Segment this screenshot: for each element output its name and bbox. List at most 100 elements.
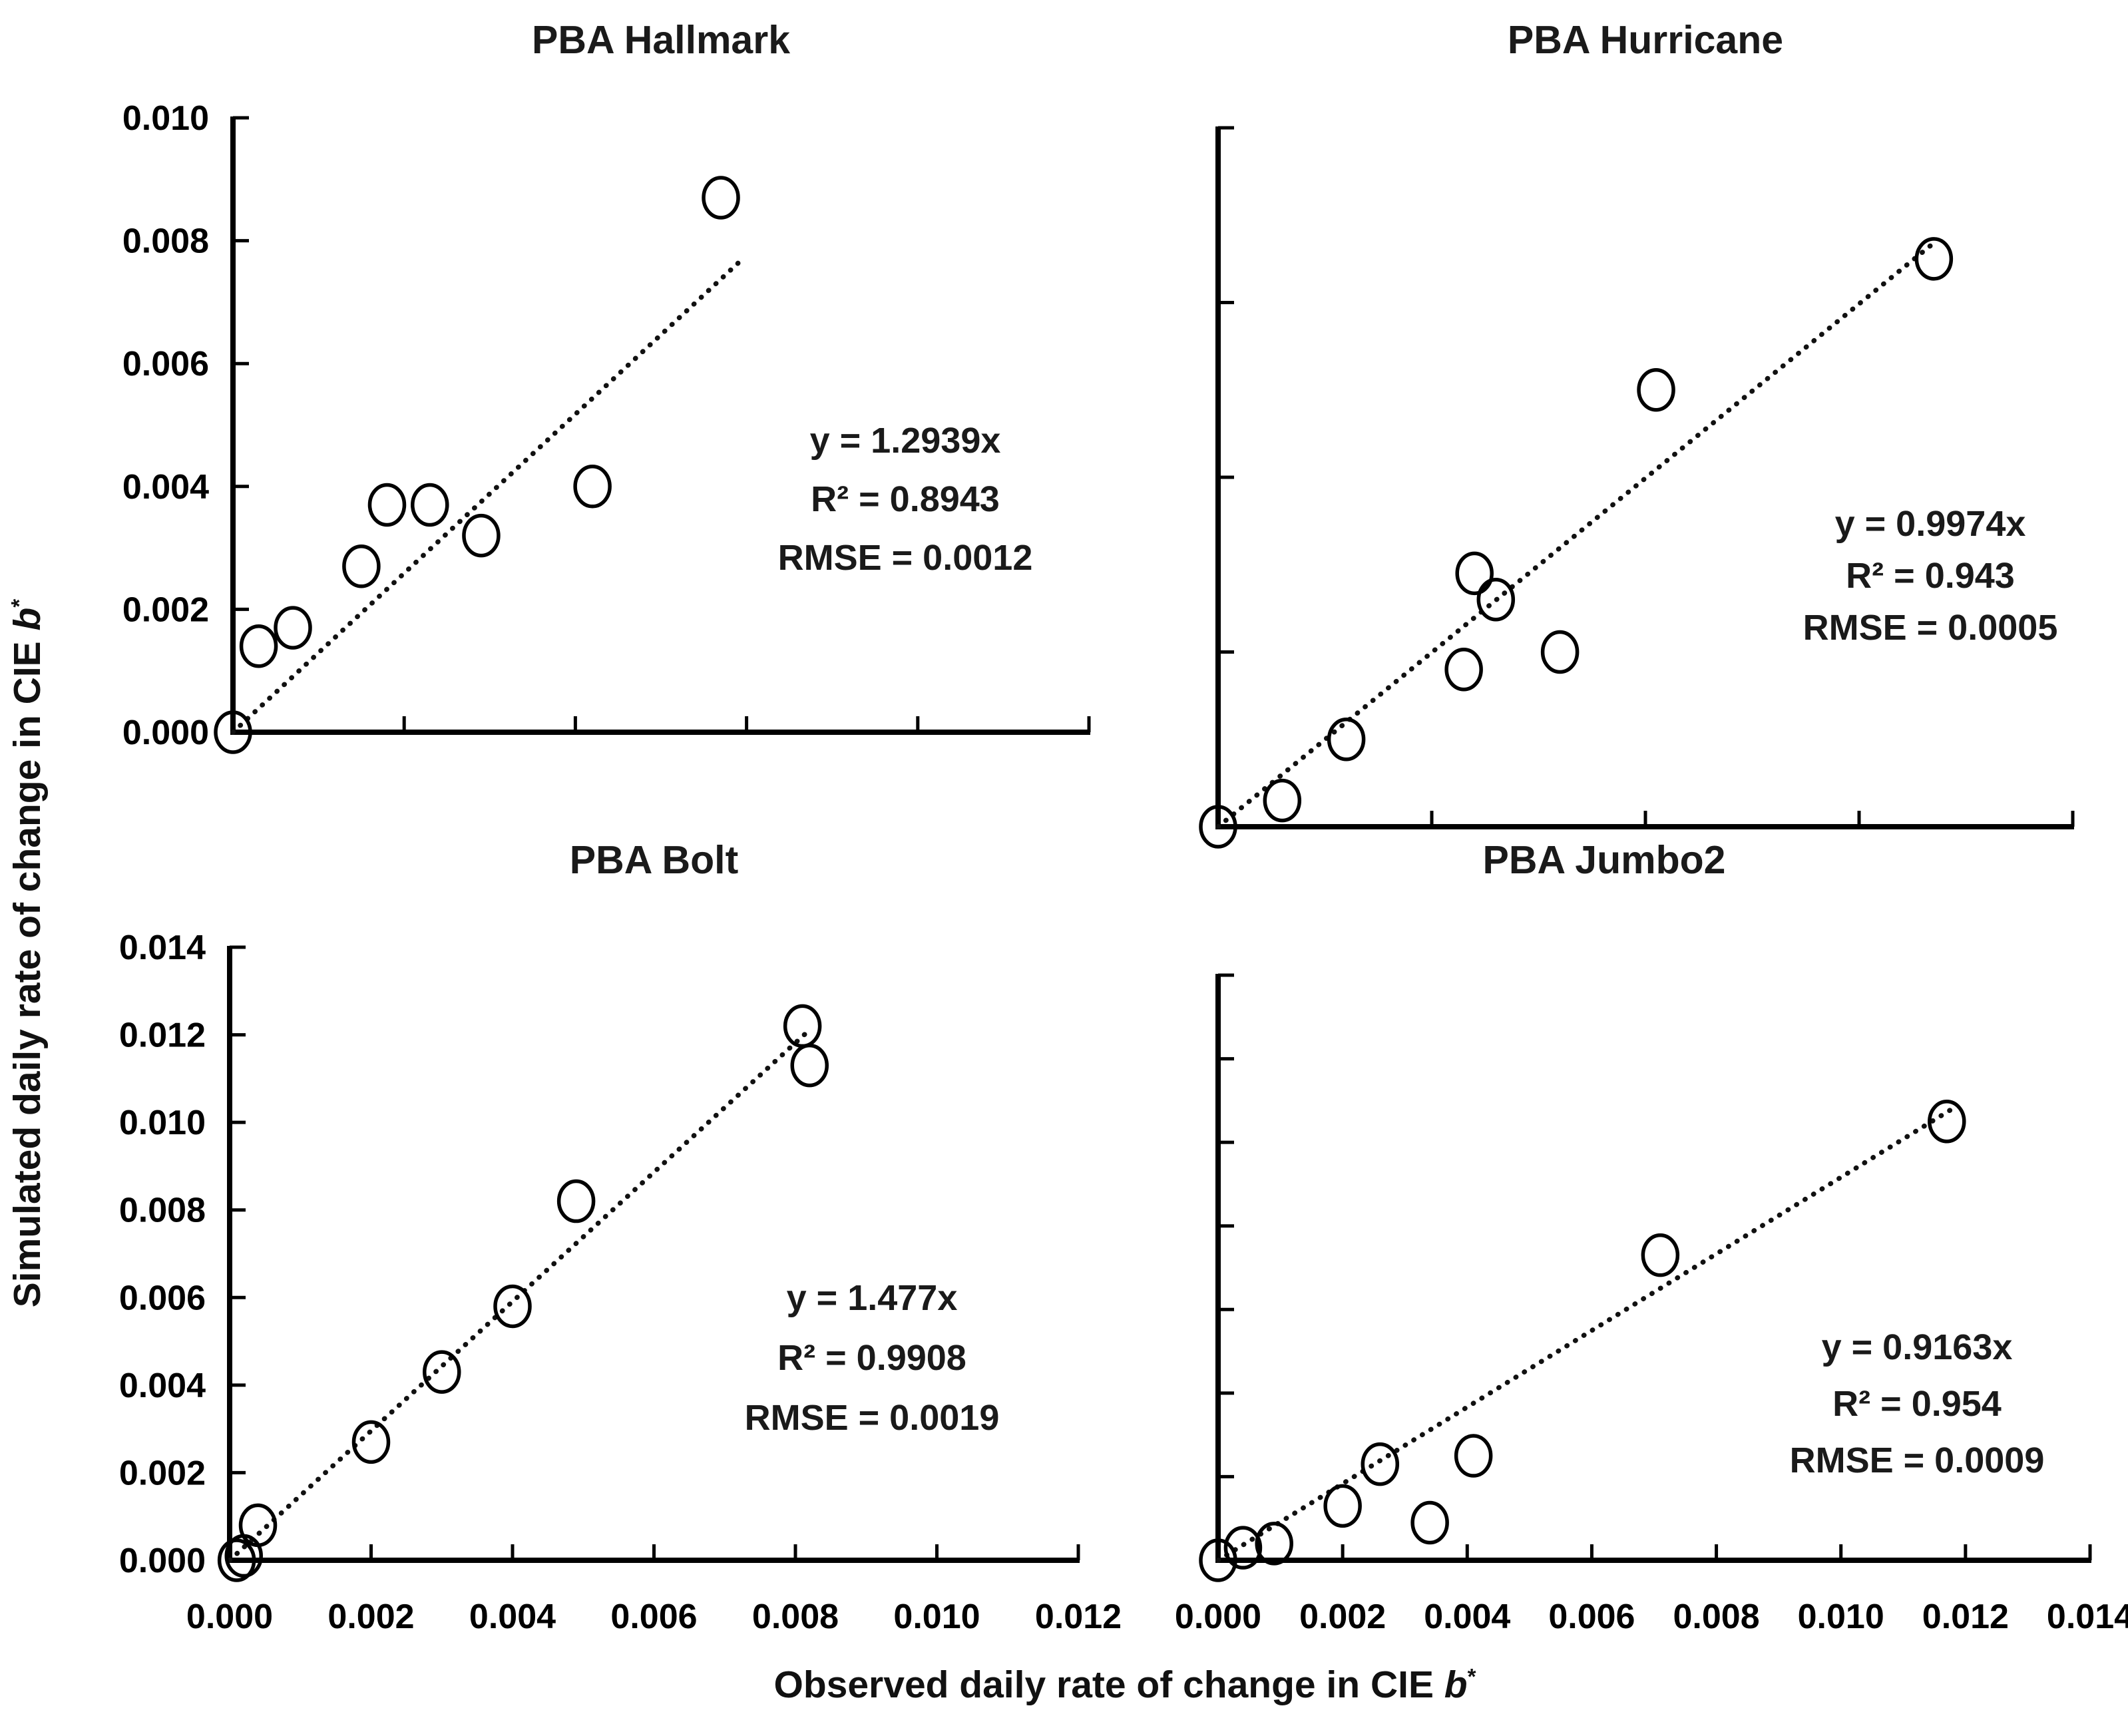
rmse-value: RMSE = 0.0009: [1789, 1440, 2045, 1480]
r-squared-value: R² = 0.8943: [811, 479, 1000, 519]
x-tick-label: 0.004: [1424, 1598, 1510, 1636]
data-point: [783, 1004, 822, 1048]
y-tick-label: 0.012: [119, 1016, 206, 1055]
data-point: [351, 1420, 391, 1464]
data-point: [1928, 1100, 1966, 1144]
y-tick-label: 0.008: [122, 222, 209, 261]
x-tick-label: 0.000: [186, 1598, 273, 1636]
data-point: [1444, 648, 1483, 692]
y-tick-label: 0.006: [122, 345, 209, 383]
data-point: [214, 710, 252, 754]
panel-title-hallmark: PBA Hallmark: [531, 18, 791, 62]
panel-bolt: 0.000 0.002 0.004 0.006 0.008 0.010 0.012 0.000…: [119, 929, 1122, 1636]
panel-hurricane: [1199, 126, 2075, 849]
panel-title-hurricane: PBA Hurricane: [1507, 18, 1784, 62]
data-point: [1476, 578, 1516, 622]
panel-jumbo2: 0.000 0.002 0.004 0.006 0.008 0.010 0.012 0.014: [1175, 973, 2128, 1636]
data-point: [1455, 551, 1494, 596]
y-tick-label: 0.004: [122, 468, 209, 507]
x-tick-label: 0.008: [752, 1598, 839, 1636]
data-point: [342, 544, 381, 588]
trendline: [1215, 240, 1937, 829]
data-point: [239, 624, 278, 668]
data-point: [1263, 778, 1302, 823]
annotation-jumbo2: y = 0.9163x R² = 0.954 RMSE = 0.0009: [1704, 1319, 2128, 1489]
data-point: [1255, 1522, 1293, 1566]
x-tick-label: 0.002: [1299, 1598, 1386, 1636]
r-squared-value: R² = 0.943: [1846, 556, 2015, 596]
data-point: [556, 1179, 596, 1223]
x-tick-label: 0.014: [2047, 1598, 2128, 1636]
data-point: [367, 483, 407, 527]
y-tick-label: 0.010: [119, 1104, 206, 1142]
x-tick-label: 0.012: [1922, 1598, 2009, 1636]
data-point: [423, 1350, 461, 1394]
panel-title-jumbo2: PBA Jumbo2: [1482, 838, 1726, 882]
trendline-equation: y = 0.9974x: [1834, 504, 2026, 544]
y-axis-title-text: Simulated daily rate of change in CIE: [6, 630, 49, 1308]
rmse-value: RMSE = 0.0019: [744, 1398, 1000, 1438]
data-point: [1327, 718, 1366, 761]
data-point: [217, 1538, 256, 1582]
y-tick-label: 0.008: [119, 1192, 206, 1230]
y-tick-label: 0.006: [119, 1279, 206, 1317]
trendline: [1215, 1106, 1956, 1563]
y-tick-label: 0.004: [119, 1367, 206, 1405]
trendline-equation: y = 1.477x: [786, 1278, 958, 1318]
panel-title-bolt: PBA Bolt: [569, 838, 739, 882]
y-tick-label: 0.014: [119, 929, 206, 967]
data-point: [238, 1503, 278, 1548]
panel-hallmark: 0.000 0.002 0.004 0.006 0.008 0.010: [122, 99, 1091, 754]
x-tick-label: 0.010: [1798, 1598, 1884, 1636]
y-tick-label: 0.002: [122, 590, 209, 629]
data-point: [1323, 1484, 1362, 1528]
trendline: [227, 1030, 809, 1563]
trendline-equation: y = 1.2939x: [809, 421, 1001, 461]
x-axis-title-text: Observed daily rate of change in CIE: [773, 1663, 1444, 1706]
y-tick-label: 0.002: [119, 1454, 206, 1492]
x-tick-label: 0.012: [1035, 1598, 1122, 1636]
x-tick-label: 0.004: [469, 1598, 556, 1636]
x-tick-label: 0.010: [893, 1598, 980, 1636]
annotation-hallmark: y = 1.2939x R² = 0.8943 RMSE = 0.0012: [692, 411, 1118, 587]
annotation-bolt: y = 1.477x R² = 0.9908 RMSE = 0.0019: [659, 1268, 1085, 1448]
r-squared-value: R² = 0.9908: [777, 1338, 966, 1378]
data-point: [1454, 1434, 1493, 1478]
data-point: [1223, 1526, 1263, 1570]
rmse-value: RMSE = 0.0012: [777, 538, 1033, 578]
y-axis-title: Simulated daily rate of change in CIE b*: [5, 341, 59, 1566]
x-axis-title: Observed daily rate of change in CIE b*: [459, 1663, 1791, 1707]
data-point: [1914, 237, 1954, 281]
y-tick-label: 0.000: [119, 1542, 206, 1580]
x-tick-label: 0.006: [610, 1598, 697, 1636]
data-point: [1199, 1538, 1237, 1582]
annotation-hurricane: y = 0.9974x R² = 0.943 RMSE = 0.0005: [1717, 498, 2128, 654]
data-point: [1199, 805, 1237, 849]
data-point: [462, 513, 501, 558]
data-point: [1637, 368, 1675, 412]
x-axis-superscript: *: [1467, 1665, 1476, 1689]
y-axis-superscript: *: [7, 598, 32, 608]
data-point: [411, 483, 449, 527]
data-point: [1361, 1442, 1400, 1486]
data-point: [493, 1284, 532, 1329]
x-tick-label: 0.006: [1548, 1598, 1635, 1636]
data-point: [274, 606, 312, 650]
data-point: [573, 465, 612, 509]
y-axis-variable: b: [6, 607, 49, 631]
data-point: [790, 1043, 829, 1088]
x-axis-variable: b: [1444, 1663, 1468, 1706]
x-tick-label: 0.008: [1673, 1598, 1760, 1636]
x-tick-label: 0.000: [1175, 1598, 1261, 1636]
x-tick-label: 0.002: [327, 1598, 414, 1636]
trendline-equation: y = 0.9163x: [1821, 1327, 2013, 1367]
data-point: [1641, 1233, 1680, 1277]
y-tick-label: 0.010: [122, 99, 209, 138]
rmse-value: RMSE = 0.0005: [1803, 608, 2058, 648]
trendline: [230, 260, 741, 735]
r-squared-value: R² = 0.954: [1832, 1384, 2002, 1424]
data-point: [1410, 1500, 1449, 1545]
data-point: [702, 176, 740, 220]
